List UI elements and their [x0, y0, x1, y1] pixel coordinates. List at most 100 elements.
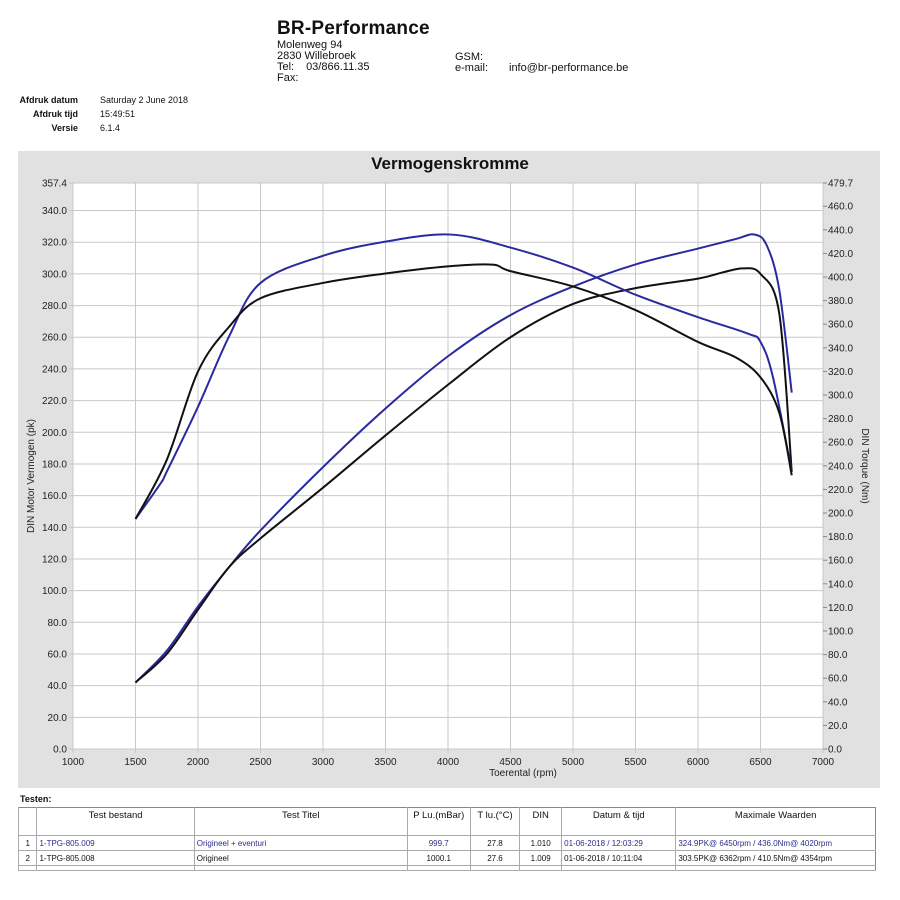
y-right-tick-label: 320.0 — [828, 367, 853, 378]
x-tick-label: 2500 — [249, 757, 272, 768]
x-tick-label: 3500 — [374, 757, 397, 768]
y-right-tick-label: 380.0 — [828, 296, 853, 307]
y-tick-label: 100.0 — [42, 586, 67, 597]
cell-max: 303.5PK@ 6362rpm / 410.5Nm@ 4354rpm — [675, 850, 876, 866]
company-tel: Tel: 03/866.11.35 — [277, 61, 370, 73]
y-right-tick-label: 420.0 — [828, 249, 853, 260]
y-right-tick-label: 40.0 — [828, 697, 848, 708]
tests-table: Test bestand Test Titel P Lu.(mBar) T lu.(°… — [17, 807, 876, 871]
y-tick-label: 260.0 — [42, 333, 67, 344]
x-tick-label: 4500 — [499, 757, 522, 768]
email-label: e-mail: — [455, 62, 489, 74]
y-right-tick-label: 220.0 — [828, 485, 853, 496]
y-right-tick-label: 280.0 — [828, 414, 853, 425]
y-tick-label: 320.0 — [42, 238, 67, 249]
cell-title: Origineel — [193, 850, 408, 866]
cell-p: 999.7 — [406, 835, 471, 851]
print-meta: Afdruk datum Saturday 2 June 2018 Afdruk … — [0, 95, 189, 137]
cell-p: 1000.1 — [406, 850, 471, 866]
print-time: 15:49:51 — [100, 109, 136, 119]
y-right-tick-label: 140.0 — [828, 579, 853, 590]
y-tick-label: 140.0 — [42, 523, 67, 534]
column-header — [17, 807, 37, 836]
y-tick-label: 200.0 — [42, 428, 67, 439]
y-right-tick-label: 460.0 — [828, 202, 853, 213]
cell-n: 2 — [17, 850, 37, 866]
email-value: info@br-performance.be — [509, 62, 629, 74]
version: 6.1.4 — [100, 123, 121, 133]
y-right-tick-label: 20.0 — [828, 721, 848, 732]
y-right-tick-label: 180.0 — [828, 532, 853, 543]
y-right-tick-label: 240.0 — [828, 461, 853, 472]
print-date-label: Afdruk datum — [19, 95, 79, 105]
y-right-tick-label: 400.0 — [828, 273, 853, 284]
y-right-tick-label: 120.0 — [828, 603, 853, 614]
y-tick-label: 60.0 — [48, 649, 68, 660]
y-tick-label: 340.0 — [42, 206, 67, 217]
y-right-tick-label: 80.0 — [828, 650, 848, 661]
column-header: Maximale Waarden — [675, 807, 876, 836]
x-tick-label: 3000 — [312, 757, 335, 768]
chart-title: Vermogenskromme — [371, 154, 529, 173]
x-tick-label: 1500 — [124, 757, 147, 768]
cell-file: 1-TPG-805.009 — [36, 835, 195, 851]
y-right-tick-label: 360.0 — [828, 320, 853, 331]
y-right-tick-label: 60.0 — [828, 674, 848, 685]
table-row[interactable]: 2 1-TPG-805.008 Origineel 1000.1 27.6 1.009 01… — [17, 850, 876, 866]
print-date: Saturday 2 June 2018 — [100, 95, 189, 105]
x-tick-label: 4000 — [437, 757, 460, 768]
cell-max: 324.9PK@ 6450rpm / 436.0Nm@ 4020rpm — [675, 835, 876, 851]
column-header: Datum & tijd — [561, 807, 676, 836]
torque-curve — [134, 233, 793, 520]
x-axis-label: Toerental (rpm) — [489, 768, 557, 779]
y-right-tick-label: 200.0 — [828, 509, 853, 520]
y-right-tick-label: 440.0 — [828, 225, 853, 236]
y-right-tick-label: 160.0 — [828, 556, 853, 567]
y-right-axis-label: DIN Torque (Nm) — [859, 428, 870, 503]
y-tick-label: 180.0 — [42, 459, 67, 470]
cell-datetime: 01-06-2018 / 12:03:29 — [561, 835, 676, 851]
y-right-tick-label: 260.0 — [828, 438, 853, 449]
x-tick-label: 7000 — [812, 757, 835, 768]
company-contact: GSM: e-mail: info@br-performance.be — [455, 52, 628, 74]
column-header: Test bestand — [36, 807, 195, 836]
cell-file: 1-TPG-805.008 — [36, 850, 195, 866]
company-header: BR-Performance Molenweg 94 2830 Willebro… — [277, 18, 430, 84]
y-tick-label: 0.0 — [53, 745, 67, 756]
y-tick-label: 240.0 — [42, 364, 67, 375]
tests-label: Testen: — [20, 794, 52, 804]
x-tick-label: 1000 — [62, 757, 85, 768]
y-tick-label: 40.0 — [48, 681, 68, 692]
gsm-label: GSM: — [455, 51, 484, 63]
column-header: DIN — [519, 807, 562, 836]
y-axis-label: DIN Motor Vermogen (pk) — [26, 419, 37, 533]
print-time-label: Afdruk tijd — [33, 109, 78, 119]
torque-curve — [134, 263, 793, 520]
x-tick-label: 5000 — [562, 757, 585, 768]
y-tick-label: 120.0 — [42, 554, 67, 565]
tests-header-row: Test bestand Test Titel P Lu.(mBar) T lu.(°… — [17, 807, 876, 836]
y-tick-label: 280.0 — [42, 301, 67, 312]
y-tick-label: 357.4 — [42, 179, 67, 190]
cell-din: 1.009 — [519, 850, 562, 866]
y-right-tick-label: 100.0 — [828, 627, 853, 638]
y-right-tick-label: 340.0 — [828, 343, 853, 354]
y-right-tick-label: 0.0 — [828, 745, 842, 756]
company-street: Molenweg 94 — [277, 39, 343, 51]
x-tick-label: 5500 — [624, 757, 647, 768]
x-tick-label: 6500 — [749, 757, 772, 768]
company-fax: Fax: — [277, 72, 299, 84]
cell-din: 1.010 — [519, 835, 562, 851]
cell-n: 1 — [17, 835, 37, 851]
company-name: BR-Performance — [277, 18, 430, 39]
empty-row — [17, 865, 876, 871]
y-right-tick-label: 300.0 — [828, 391, 853, 402]
column-header: Test Titel — [193, 807, 408, 836]
y-tick-label: 220.0 — [42, 396, 67, 407]
company-city: 2830 Willebroek — [277, 50, 356, 62]
table-row[interactable]: 1 1-TPG-805.009 Origineel + eventuri 999.7 2… — [17, 835, 876, 851]
cell-t: 27.8 — [469, 835, 520, 851]
x-tick-label: 6000 — [687, 757, 710, 768]
cell-t: 27.6 — [469, 850, 520, 866]
y-tick-label: 160.0 — [42, 491, 67, 502]
